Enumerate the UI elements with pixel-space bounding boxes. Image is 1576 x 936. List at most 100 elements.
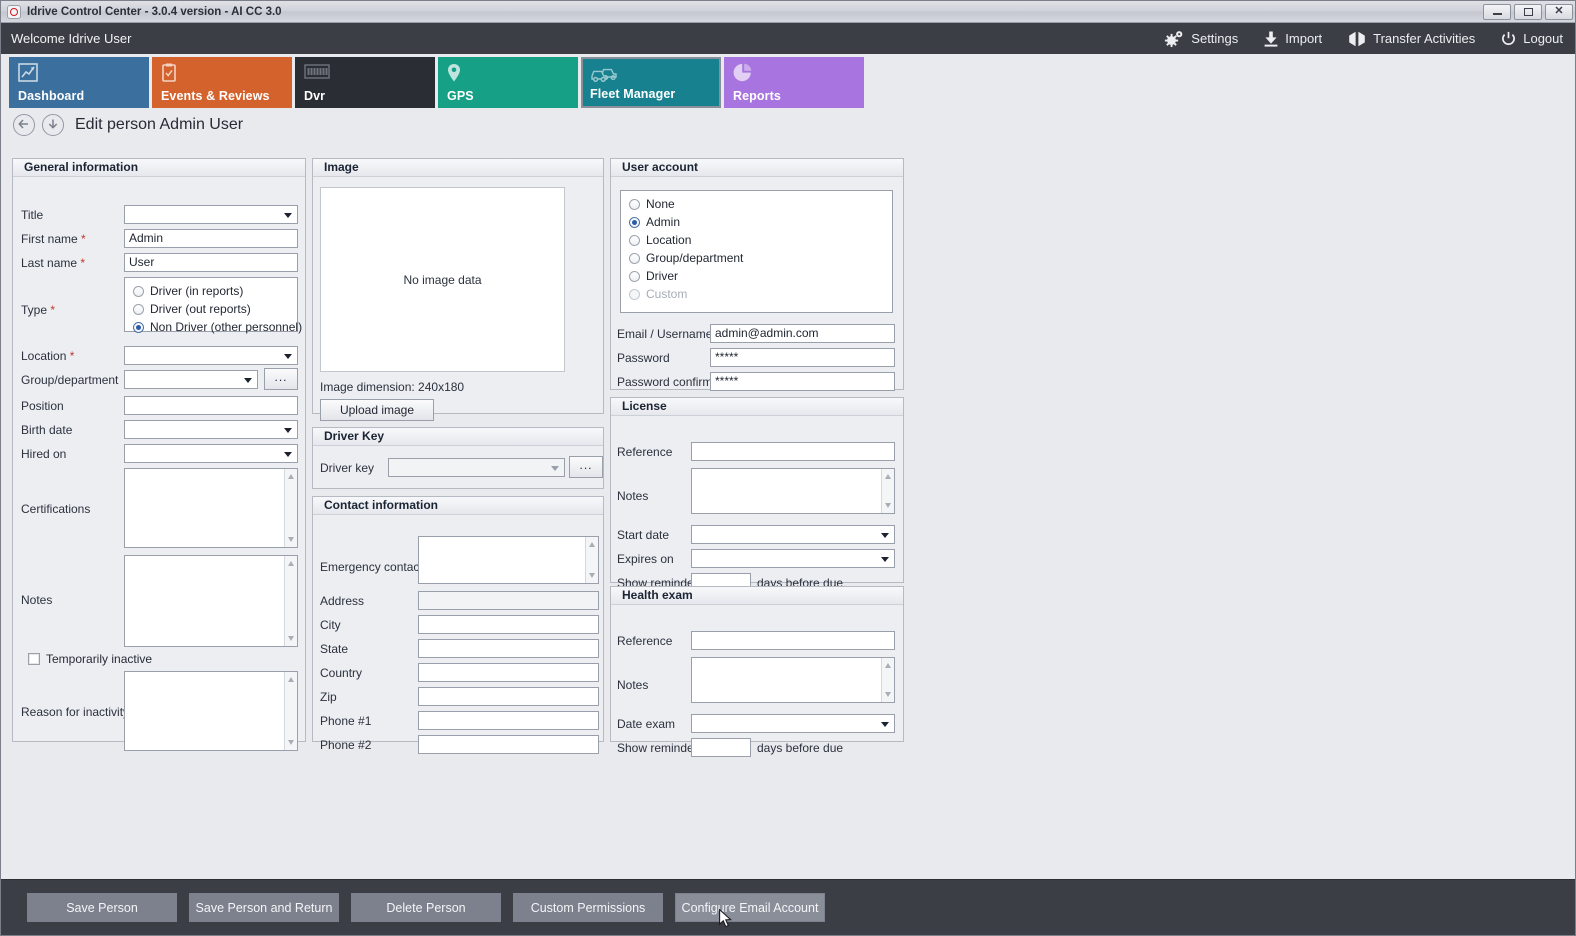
hired-on-picker[interactable] [124,444,298,463]
state-input[interactable] [418,639,599,658]
scrollbar-vertical[interactable] [881,658,894,702]
scrollbar-vertical[interactable] [284,672,297,750]
delete-person-button[interactable]: Delete Person [351,893,501,922]
zip-input[interactable] [418,687,599,706]
role-option-label: Driver [646,269,678,283]
tab-events-reviews[interactable]: Events & Reviews [152,57,292,108]
type-option-driver-out-reports[interactable]: Driver (out reports) [125,300,297,318]
logout-button[interactable]: Logout [1501,31,1563,47]
health-reference-input[interactable] [691,631,895,650]
map-pin-icon [447,63,578,85]
scrollbar-vertical[interactable] [284,469,297,547]
address-input[interactable] [418,591,599,610]
import-button[interactable]: Import [1264,31,1322,47]
chevron-down-icon [284,452,292,457]
contact-information-panel: Contact information Emergency contact Ad… [312,496,604,754]
tab-dvr[interactable]: Dvr [295,57,435,108]
settings-button[interactable]: Settings [1164,30,1238,47]
country-input[interactable] [418,663,599,682]
back-button[interactable] [13,114,35,136]
location-label: Location * [21,349,75,363]
license-start-date-picker[interactable] [691,525,895,544]
role-option-label: Admin [646,215,681,229]
phone-1-input[interactable] [418,711,599,730]
health-reminder-suffix: days before due [757,741,844,755]
chevron-down-icon [881,533,889,538]
upload-image-button[interactable]: Upload image [320,399,434,421]
radio-icon [133,303,144,315]
tab-gps[interactable]: GPS [438,57,578,108]
image-preview[interactable]: No image data [320,187,565,372]
password-confirm-input[interactable]: ***** [710,372,895,391]
tab-dashboard[interactable]: Dashboard [9,57,149,108]
close-button[interactable]: ✕ [1545,3,1573,20]
user-account-body: None Admin Location Group/department Dri… [611,177,903,391]
down-button[interactable] [42,114,64,136]
phone-2-label: Phone #2 [320,738,372,752]
driver-key-browse-button[interactable]: ... [569,456,603,478]
role-option-label: None [646,197,675,211]
state-label: State [320,642,349,656]
group-department-browse-button[interactable]: ... [264,368,298,390]
notes-textarea[interactable] [124,555,298,647]
temporarily-inactive-checkbox[interactable]: Temporarily inactive [28,652,152,666]
license-reference-input[interactable] [691,442,895,461]
type-option-driver-in-reports[interactable]: Driver (in reports) [125,282,297,300]
title-select[interactable] [124,205,298,224]
role-option-admin[interactable]: Admin [621,213,892,231]
certifications-textarea[interactable] [124,468,298,548]
role-option-none[interactable]: None [621,195,892,213]
driver-key-select[interactable] [388,458,565,477]
clipboard-check-icon [161,63,292,85]
health-date-exam-picker[interactable] [691,714,895,733]
save-person-and-return-button[interactable]: Save Person and Return [189,893,339,922]
license-expires-on-picker[interactable] [691,549,895,568]
title-bar: Idrive Control Center - 3.0.4 version - … [1,1,1575,23]
license-notes-textarea[interactable] [691,468,895,514]
health-exam-body: Reference Notes Date exam Show reminder … [611,605,903,757]
save-person-button[interactable]: Save Person [27,893,177,922]
driver-key-body: Driver key ... [313,446,603,487]
first-name-input[interactable]: Admin [124,229,298,248]
reason-for-inactivity-textarea[interactable] [124,671,298,751]
transfer-activities-button[interactable]: Transfer Activities [1348,31,1475,47]
health-notes-textarea[interactable] [691,657,895,703]
scrollbar-vertical[interactable] [585,537,598,583]
maximize-button[interactable] [1514,3,1542,20]
driver-key-heading: Driver Key [313,428,603,446]
scrollbar-vertical[interactable] [881,469,894,513]
phone-2-input[interactable] [418,735,599,754]
configure-email-account-button[interactable]: Configure Email Account [675,893,825,922]
health-reminder-input[interactable] [691,738,751,757]
type-option-non-driver[interactable]: Non Driver (other personnel) [125,318,302,336]
minimize-button[interactable] [1483,3,1511,20]
cars-icon [590,63,719,85]
contact-information-body: Emergency contact Address City State Cou… [313,515,603,754]
phone-1-label: Phone #1 [320,714,372,728]
password-input[interactable]: ***** [710,348,895,367]
custom-permissions-button[interactable]: Custom Permissions [513,893,663,922]
location-select[interactable] [124,346,298,365]
page-header: Edit person Admin User [1,110,1575,142]
role-option-group-department[interactable]: Group/department [621,249,892,267]
driver-key-label: Driver key [320,461,375,475]
role-option-driver[interactable]: Driver [621,267,892,285]
first-name-label: First name * [21,232,86,246]
last-name-input[interactable]: User [124,253,298,272]
radio-icon-selected [133,321,144,333]
email-username-input[interactable]: admin@admin.com [710,324,895,343]
tab-reports[interactable]: Reports [724,57,864,108]
tab-events-reviews-label: Events & Reviews [161,89,270,103]
license-expires-on-label: Expires on [617,552,674,566]
city-input[interactable] [418,615,599,634]
scrollbar-vertical[interactable] [284,556,297,646]
temporarily-inactive-label: Temporarily inactive [46,652,153,666]
chevron-down-icon [284,213,292,218]
birth-date-picker[interactable] [124,420,298,439]
group-department-select[interactable] [124,370,258,389]
action-bar: Save Person Save Person and Return Delet… [1,879,1575,935]
position-input[interactable] [124,396,298,415]
role-option-location[interactable]: Location [621,231,892,249]
emergency-contact-textarea[interactable] [418,536,599,584]
tab-fleet-manager[interactable]: Fleet Manager [581,57,721,108]
